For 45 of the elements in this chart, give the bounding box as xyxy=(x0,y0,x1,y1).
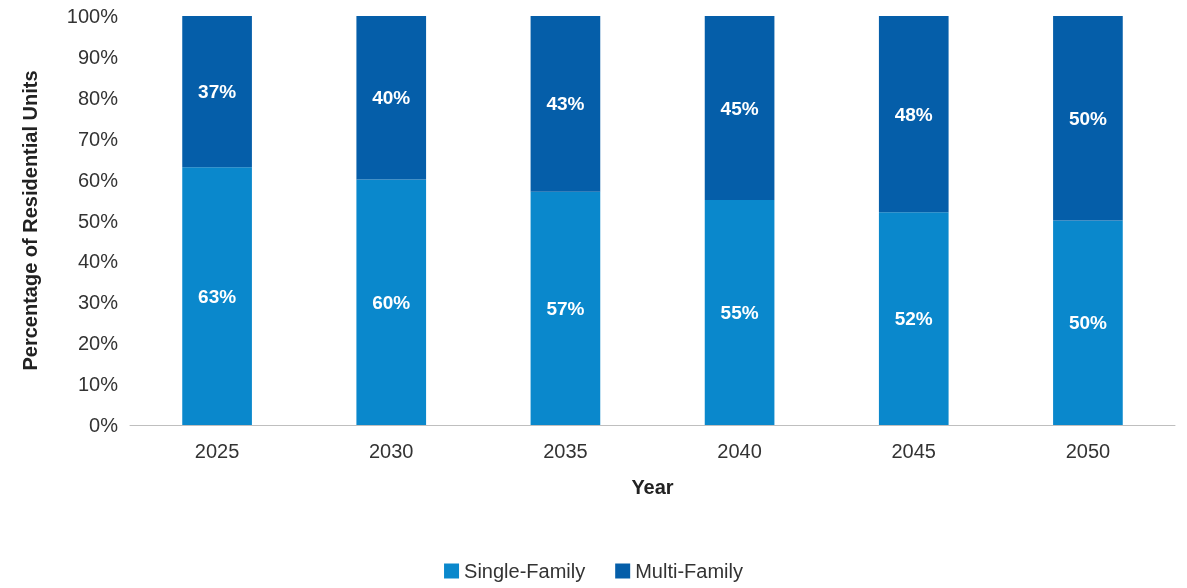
x-tick-label: 2050 xyxy=(1065,440,1111,462)
bar xyxy=(878,16,949,213)
y-tick-label: 80% xyxy=(77,86,119,109)
y-tick-label: 10% xyxy=(77,373,119,396)
y-axis-title: Percentage of Residential Units xyxy=(19,70,41,371)
bar xyxy=(878,212,949,425)
y-tick-label: 20% xyxy=(77,332,119,355)
data-label: 43% xyxy=(546,93,585,115)
bar xyxy=(530,191,601,425)
x-tick-label: 2035 xyxy=(543,440,588,462)
data-label: 63% xyxy=(198,285,237,307)
y-tick-label: 100% xyxy=(66,5,119,27)
bar xyxy=(530,16,601,192)
data-label: 55% xyxy=(720,302,759,324)
x-tick-label: 2025 xyxy=(194,440,240,462)
y-tick-label: 40% xyxy=(77,250,119,273)
data-label: 40% xyxy=(372,87,411,109)
y-tick-label: 60% xyxy=(77,168,119,191)
bar xyxy=(704,200,775,425)
bar xyxy=(182,16,252,168)
bar xyxy=(1053,16,1123,221)
bar xyxy=(356,16,427,180)
legend-label: Single-Family xyxy=(464,560,586,582)
y-tick-label: 90% xyxy=(77,45,119,68)
x-tick-label: 2045 xyxy=(891,440,936,462)
data-label: 48% xyxy=(894,103,933,125)
data-label: 52% xyxy=(894,308,933,330)
bar xyxy=(704,16,775,201)
y-tick-label: 30% xyxy=(77,291,119,314)
data-label: 57% xyxy=(546,297,585,319)
x-tick-label: 2040 xyxy=(717,440,762,462)
bar xyxy=(182,167,252,425)
legend-label: Multi-Family xyxy=(635,560,743,582)
x-tick-label: 2030 xyxy=(369,440,414,462)
bar xyxy=(356,179,427,425)
x-axis-title: Year xyxy=(631,476,674,498)
y-tick-label: 50% xyxy=(77,209,119,232)
y-tick-label: 70% xyxy=(77,127,119,150)
data-label: 50% xyxy=(1068,312,1108,334)
data-label: 50% xyxy=(1068,107,1108,129)
y-tick-label: 0% xyxy=(89,414,119,436)
data-label: 60% xyxy=(372,291,411,313)
data-label: 45% xyxy=(720,97,759,119)
data-label: 37% xyxy=(198,81,237,103)
bar xyxy=(1053,220,1123,425)
